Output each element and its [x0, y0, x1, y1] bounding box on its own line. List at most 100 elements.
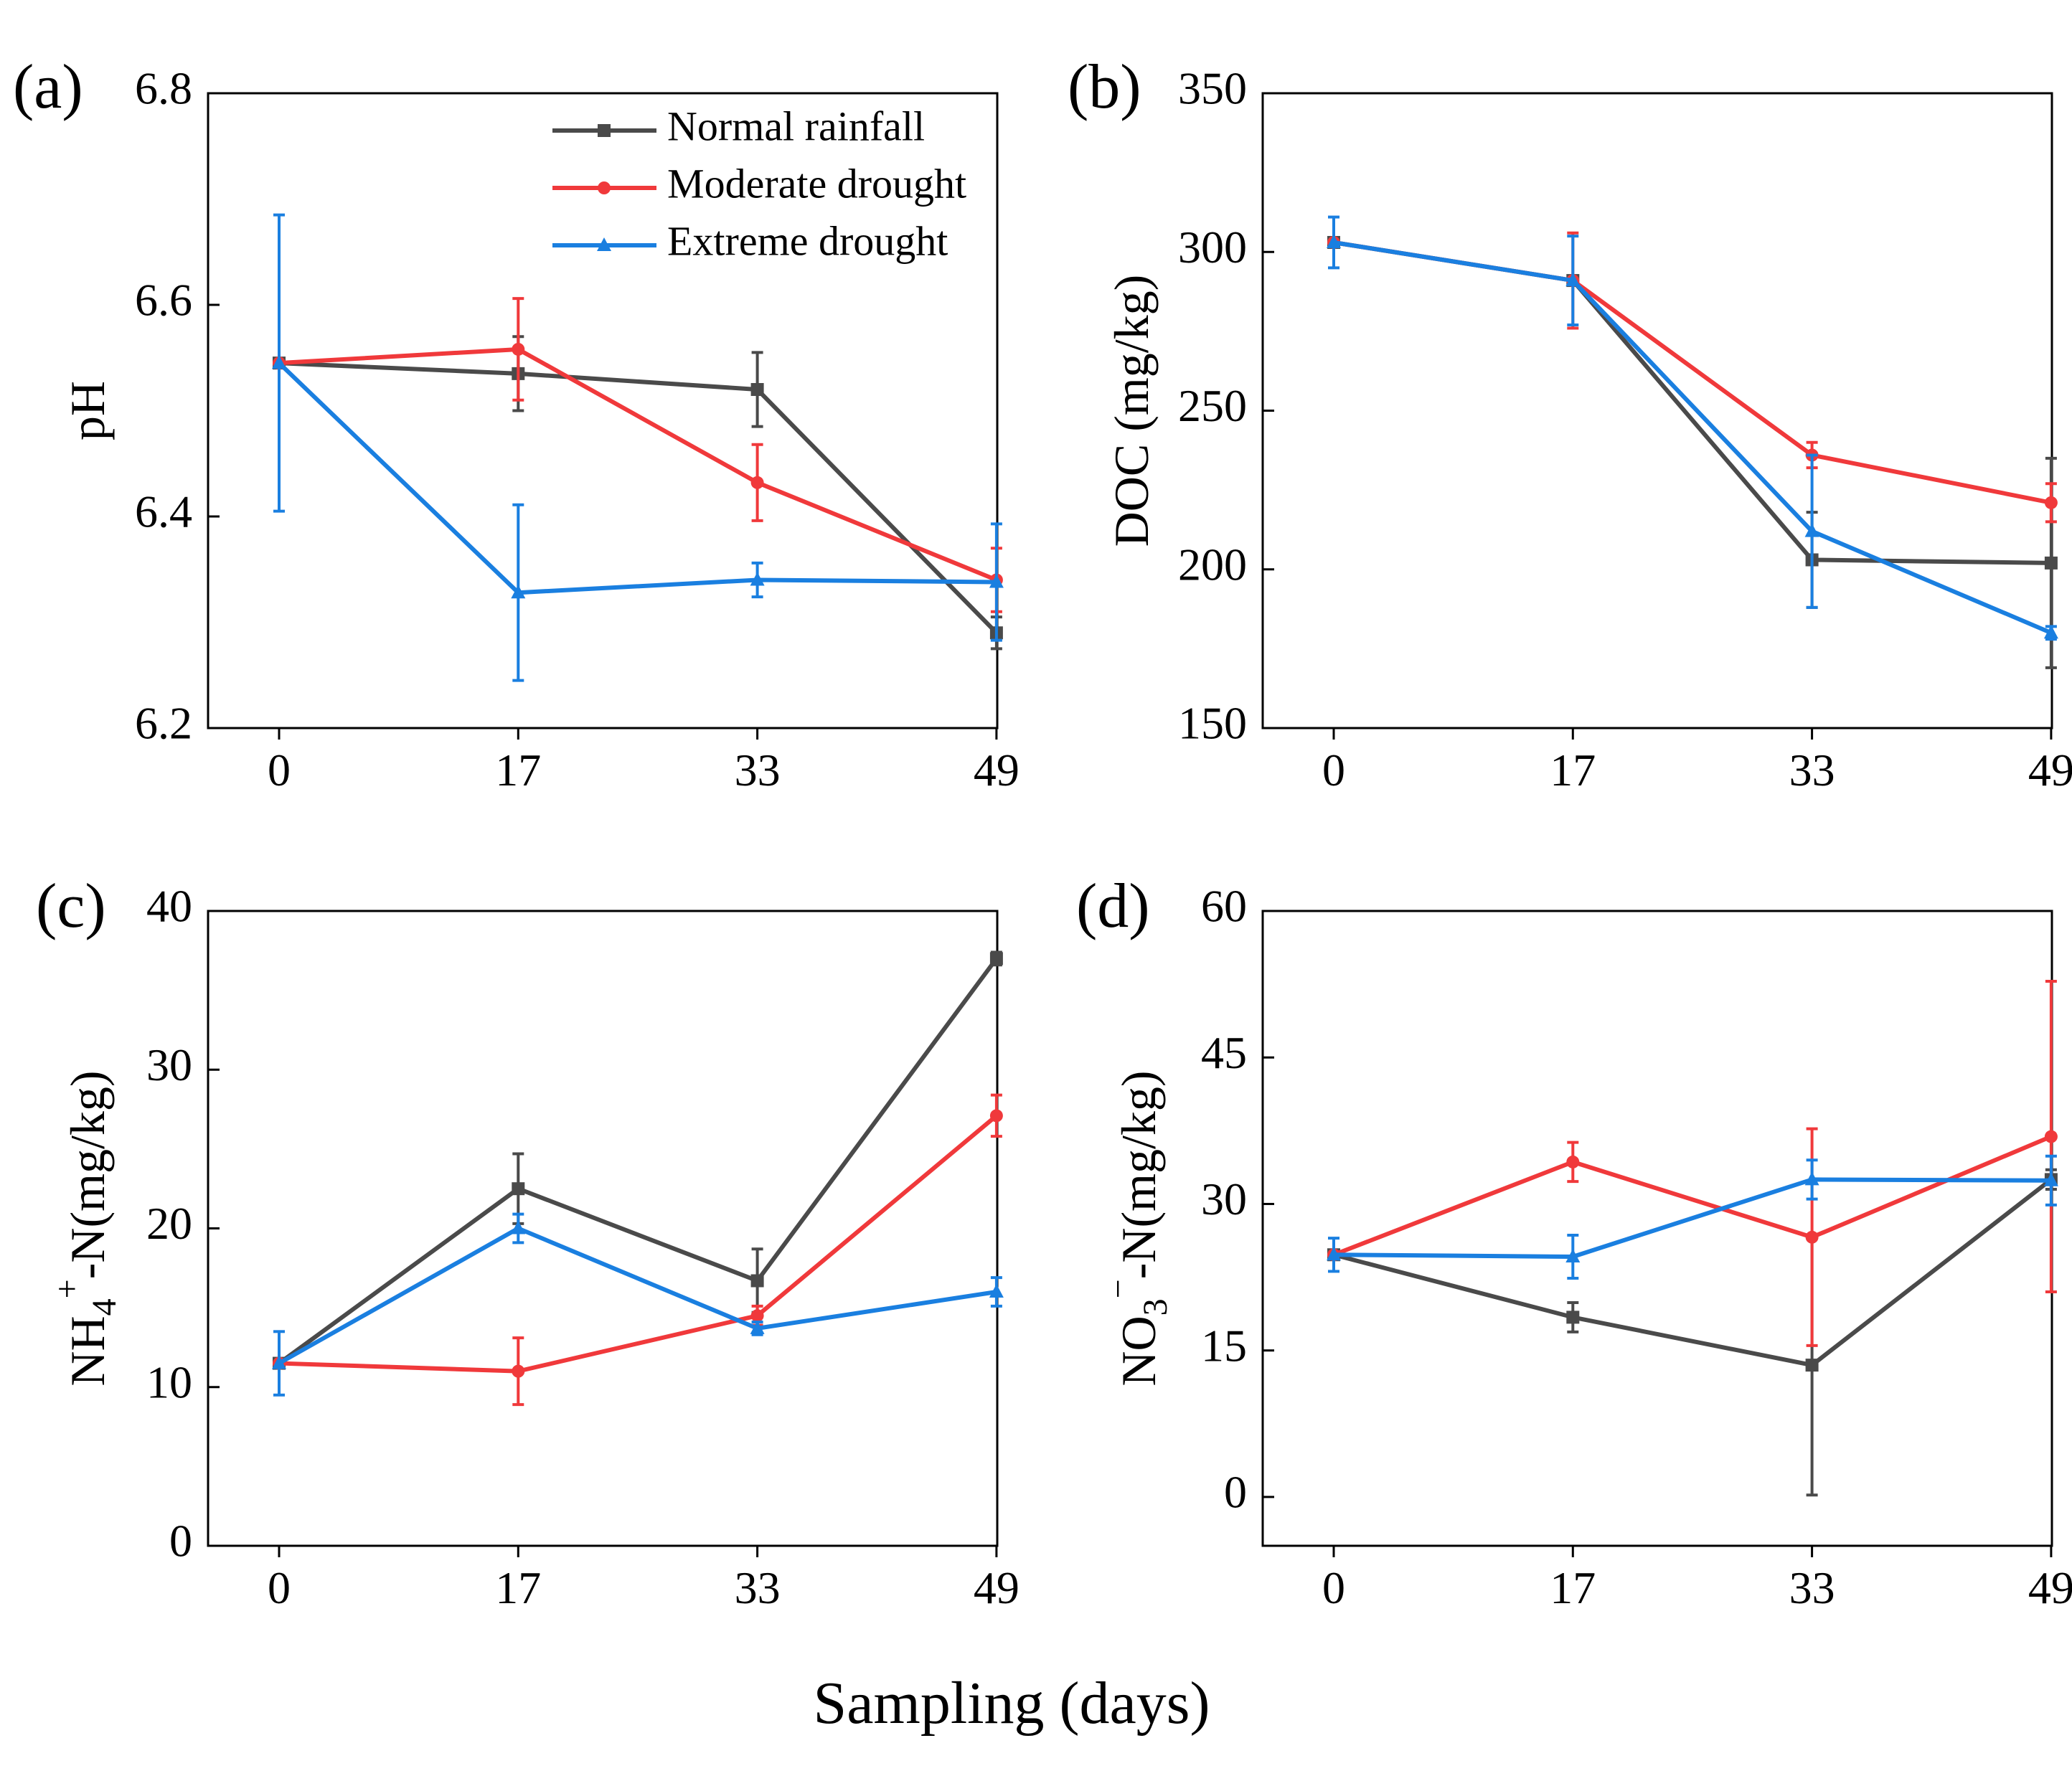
data-point-extreme [1565, 273, 1581, 287]
data-point-extreme [989, 1284, 1004, 1298]
data-point-moderate [750, 476, 764, 489]
data-point-extreme [2043, 625, 2058, 639]
legend-entry: Moderate drought [552, 160, 966, 207]
plot-frame [207, 92, 999, 729]
series-line-moderate [1333, 240, 2052, 505]
x-tick-label: 33 [1789, 745, 1835, 795]
series-moderate [273, 297, 1003, 613]
legend-entry: Normal rainfall [552, 103, 925, 149]
data-point-moderate [1566, 1155, 1580, 1168]
y-label-sub: 3 [1136, 1298, 1174, 1316]
y-tick-label: 40 [146, 881, 192, 932]
x-tick-label: 17 [495, 1562, 541, 1613]
data-point-moderate [989, 1109, 1003, 1123]
data-point-extreme [272, 1355, 286, 1369]
panel-1: (b) 150 200 250 300 350 0 17 33 49 DOC (mg/kg) [1068, 52, 2072, 795]
y-tick-label: 60 [1201, 881, 1247, 932]
data-point-moderate [1805, 1230, 1819, 1244]
x-tick-label: 0 [1322, 1562, 1345, 1613]
y-label-sup: − [1099, 1279, 1137, 1298]
series-moderate [1327, 231, 2058, 524]
series-line-extreme [1333, 1177, 2051, 1259]
data-point-extreme [1804, 523, 1819, 537]
series-line-extreme [1333, 240, 2053, 636]
legend-label: Normal rainfall [667, 103, 925, 149]
panel-2: (c) 0 10 20 30 40 0 17 33 49 NH4+-N(mg/kg) [36, 872, 1019, 1613]
x-tick-label: 17 [495, 745, 541, 795]
series-line-moderate [1332, 1134, 2053, 1257]
x-tick-label: 33 [735, 745, 781, 795]
plot-frame [207, 910, 999, 1547]
data-point-normal [989, 952, 1003, 965]
data-point-moderate [512, 342, 525, 356]
series-line-normal [278, 361, 999, 635]
series-extreme [272, 213, 1004, 682]
y-tick-label: 150 [1178, 698, 1247, 749]
panel-3: (d) 0 15 30 45 60 0 17 33 49 NO3−-N(mg/kg) [1076, 872, 2072, 1613]
series-line-moderate [278, 1114, 998, 1374]
x-tick-label: 49 [2028, 745, 2072, 795]
y-axis-label: NH4+-N(mg/kg) [48, 1070, 123, 1386]
panel-label: (a) [13, 52, 83, 122]
data-point-normal [1805, 1359, 1819, 1372]
y-axis-label: NO3−-N(mg/kg) [1099, 1070, 1174, 1386]
data-point-extreme [2043, 1172, 2058, 1186]
x-tick-label: 0 [268, 745, 291, 795]
data-point-extreme [1804, 1171, 1819, 1186]
x-tick-label: 49 [974, 1562, 1019, 1613]
series-moderate [273, 1093, 1003, 1407]
legend-marker [598, 181, 611, 194]
data-point-moderate [2044, 1130, 2058, 1143]
x-tick-label: 33 [1789, 1562, 1835, 1613]
series-line-normal [1333, 1178, 2053, 1368]
x-tick-label: 17 [1550, 1562, 1596, 1613]
y-tick-label: 6.8 [135, 63, 192, 114]
x-tick-label: 0 [1322, 745, 1345, 795]
y-tick-label: 30 [1201, 1174, 1247, 1224]
legend-entry: Extreme drought [552, 217, 948, 264]
data-point-normal [2044, 556, 2058, 570]
y-tick-label: 15 [1201, 1320, 1247, 1371]
y-tick-label: 350 [1178, 63, 1247, 114]
panel-label: (d) [1076, 872, 1150, 941]
series-extreme [272, 1212, 1004, 1397]
data-point-extreme [750, 572, 765, 586]
data-point-normal [750, 383, 764, 396]
series-line-extreme [278, 1226, 997, 1366]
plot-frame [1261, 92, 2053, 729]
x-tick-label: 33 [735, 1562, 781, 1613]
y-tick-label: 10 [146, 1356, 192, 1407]
data-point-extreme [1327, 234, 1341, 248]
legend-marker [598, 124, 611, 137]
y-tick-label: 20 [146, 1198, 192, 1249]
data-point-extreme [511, 1220, 526, 1234]
panel-label: (b) [1068, 52, 1141, 122]
y-tick-label: 6.6 [135, 275, 192, 326]
data-point-extreme [1327, 1247, 1341, 1261]
panel-label: (c) [36, 872, 106, 941]
series-line-normal [1333, 240, 2051, 565]
y-tick-label: 200 [1178, 539, 1247, 590]
series-extreme [1327, 1154, 2058, 1280]
y-tick-label: 0 [169, 1516, 192, 1567]
y-axis-label: DOC (mg/kg) [1104, 275, 1159, 547]
y-tick-label: 250 [1178, 380, 1247, 431]
series-line-normal [278, 957, 999, 1365]
series-extreme [1327, 215, 2058, 641]
data-point-moderate [750, 1309, 764, 1323]
y-tick-label: 300 [1178, 222, 1247, 273]
y-tick-label: 6.2 [135, 698, 192, 749]
y-label-sub: 4 [85, 1298, 123, 1316]
panel-0: (a) 6.2 6.4 6.6 6.8 0 17 33 49 pH [13, 52, 1019, 795]
y-label-rest: -N(mg/kg) [1111, 1070, 1166, 1279]
data-point-normal [750, 1274, 764, 1288]
y-tick-label: 30 [146, 1039, 192, 1090]
legend-marker [597, 237, 611, 251]
series-moderate [1327, 980, 2058, 1347]
y-axis-label: pH [60, 381, 115, 440]
y-tick-label: 6.4 [135, 486, 192, 537]
series-line-extreme [277, 361, 997, 595]
data-point-extreme [1565, 1248, 1581, 1262]
y-label-main: NH [60, 1316, 115, 1386]
